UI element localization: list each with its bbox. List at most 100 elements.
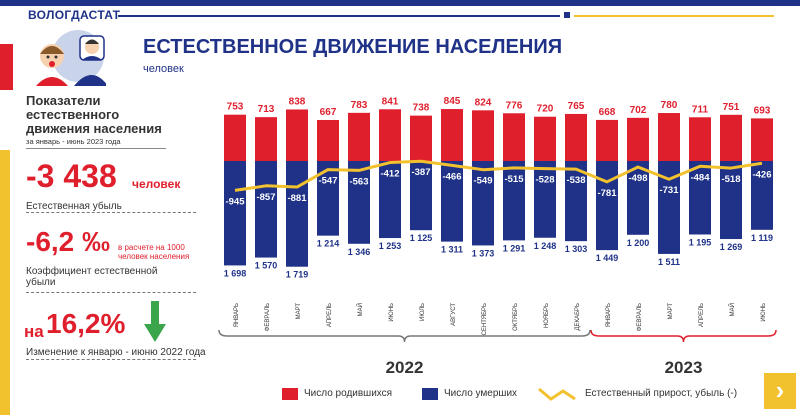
deaths-label: 1 698	[224, 268, 247, 278]
month-tick-label: ДЕКАБРЬ	[575, 303, 581, 331]
natural-change-line	[234, 159, 763, 192]
deaths-label: 1 373	[472, 248, 495, 258]
births-label: 711	[692, 104, 709, 115]
deaths-label: 1 511	[658, 257, 680, 267]
natural-change-label: -945	[225, 196, 245, 207]
month-tick-label: ФЕВРАЛЬ	[637, 303, 643, 331]
births-bar	[410, 115, 432, 161]
deaths-bar	[255, 161, 277, 258]
natural-change-label: -881	[287, 193, 307, 204]
births-label: 780	[661, 100, 678, 111]
deaths-bar	[534, 161, 556, 238]
deaths-bar	[286, 161, 308, 267]
brand-logo-text: ВОЛОГДАСТАТ	[28, 8, 121, 22]
decrease-rate-value: -6,2 ‰	[26, 226, 111, 257]
deaths-label: 1 200	[627, 238, 650, 248]
births-label: 713	[258, 104, 275, 115]
births-label: 838	[289, 96, 306, 107]
births-bar	[317, 119, 339, 161]
top-bar	[0, 0, 800, 6]
deaths-bar	[565, 161, 587, 242]
deaths-label: 1 346	[348, 247, 371, 257]
natural-change-label: -528	[535, 175, 554, 186]
change-value: 16,2%	[46, 308, 126, 339]
births-bar	[348, 112, 370, 161]
change-prefix: на	[24, 322, 44, 341]
natural-change-label: -781	[597, 188, 617, 199]
year-label-2022: 2022	[386, 358, 424, 377]
deaths-bar	[689, 161, 711, 235]
births-label: 824	[475, 97, 492, 108]
natural-change-label: -412	[380, 169, 399, 180]
natural-change-label: -515	[504, 174, 524, 185]
births-bar	[534, 116, 556, 161]
indicators-period: за январь - июнь 2023 года	[26, 137, 121, 146]
natural-decrease-caption: Естественная убыль	[26, 201, 122, 212]
deaths-bar	[441, 161, 463, 242]
month-tick-label: АВГУСТ	[451, 303, 457, 326]
year-brace-2022	[218, 329, 591, 343]
natural-change-label: -547	[318, 176, 337, 187]
births-bar	[689, 117, 711, 161]
natural-change-label: -563	[349, 176, 368, 187]
deaths-bar	[658, 161, 680, 254]
divider	[26, 292, 196, 293]
births-bar	[751, 118, 773, 161]
births-label: 667	[320, 107, 337, 118]
month-tick-label: ЯНВАРЬ	[606, 303, 612, 327]
month-tick-label: ЯНВАРЬ	[234, 303, 240, 327]
births-bar	[472, 110, 494, 161]
header-rule-accent	[574, 15, 774, 17]
deaths-label: 1 570	[255, 261, 278, 271]
births-label: 845	[444, 96, 461, 107]
deaths-bar	[348, 161, 370, 244]
births-bar	[255, 117, 277, 161]
header-square	[564, 12, 570, 18]
deaths-bar	[720, 161, 742, 240]
births-bar	[379, 109, 401, 161]
chart-unit: человек	[143, 63, 184, 75]
natural-decrease-value: -3 438	[26, 158, 117, 194]
deaths-bar	[224, 161, 246, 266]
deaths-label: 1 291	[503, 243, 526, 253]
natural-change-label: -549	[473, 176, 492, 187]
deaths-label: 1 214	[317, 239, 340, 249]
header-rule	[118, 15, 560, 17]
deaths-label: 1 269	[720, 242, 743, 252]
decrease-rate-caption: Коэффициент естественной убыли	[26, 266, 158, 288]
births-label: 751	[723, 102, 740, 113]
arrow-down-icon	[144, 301, 166, 342]
next-slide-button[interactable]: ›	[764, 373, 796, 409]
month-tick-label: СЕНТЯБРЬ	[482, 303, 488, 335]
births-bar	[503, 113, 525, 161]
legend-label-deaths: Число умерших	[444, 388, 518, 399]
divider	[26, 148, 166, 149]
month-tick-label: ИЮНЬ	[389, 303, 395, 322]
year-brace-2023	[590, 329, 777, 343]
deaths-label: 1 311	[441, 245, 463, 255]
deaths-bar	[472, 161, 494, 246]
deaths-label: 1 719	[286, 270, 309, 280]
deaths-label: 1 303	[565, 244, 588, 254]
deaths-bar	[503, 161, 525, 241]
month-tick-label: ИЮНЬ	[761, 303, 767, 322]
deaths-bar	[627, 161, 649, 235]
legend-swatch-natural	[538, 387, 576, 401]
change-caption: Изменение к январю - июню 2022 года	[26, 347, 206, 358]
births-label: 753	[227, 102, 244, 113]
legend-label-births: Число родившихся	[304, 388, 393, 399]
births-label: 668	[599, 107, 616, 118]
month-tick-label: ФЕВРАЛЬ	[265, 303, 271, 331]
natural-change-label: -484	[690, 172, 710, 183]
deaths-label: 1 195	[689, 237, 712, 247]
births-label: 841	[382, 96, 399, 107]
deaths-bar	[410, 161, 432, 231]
month-tick-label: АПРЕЛЬ	[699, 303, 705, 327]
natural-change-label: -498	[628, 173, 647, 184]
births-bar	[441, 109, 463, 161]
deaths-bar	[317, 161, 339, 236]
divider	[26, 212, 196, 213]
births-label: 765	[568, 101, 585, 112]
deaths-bar	[379, 161, 401, 239]
